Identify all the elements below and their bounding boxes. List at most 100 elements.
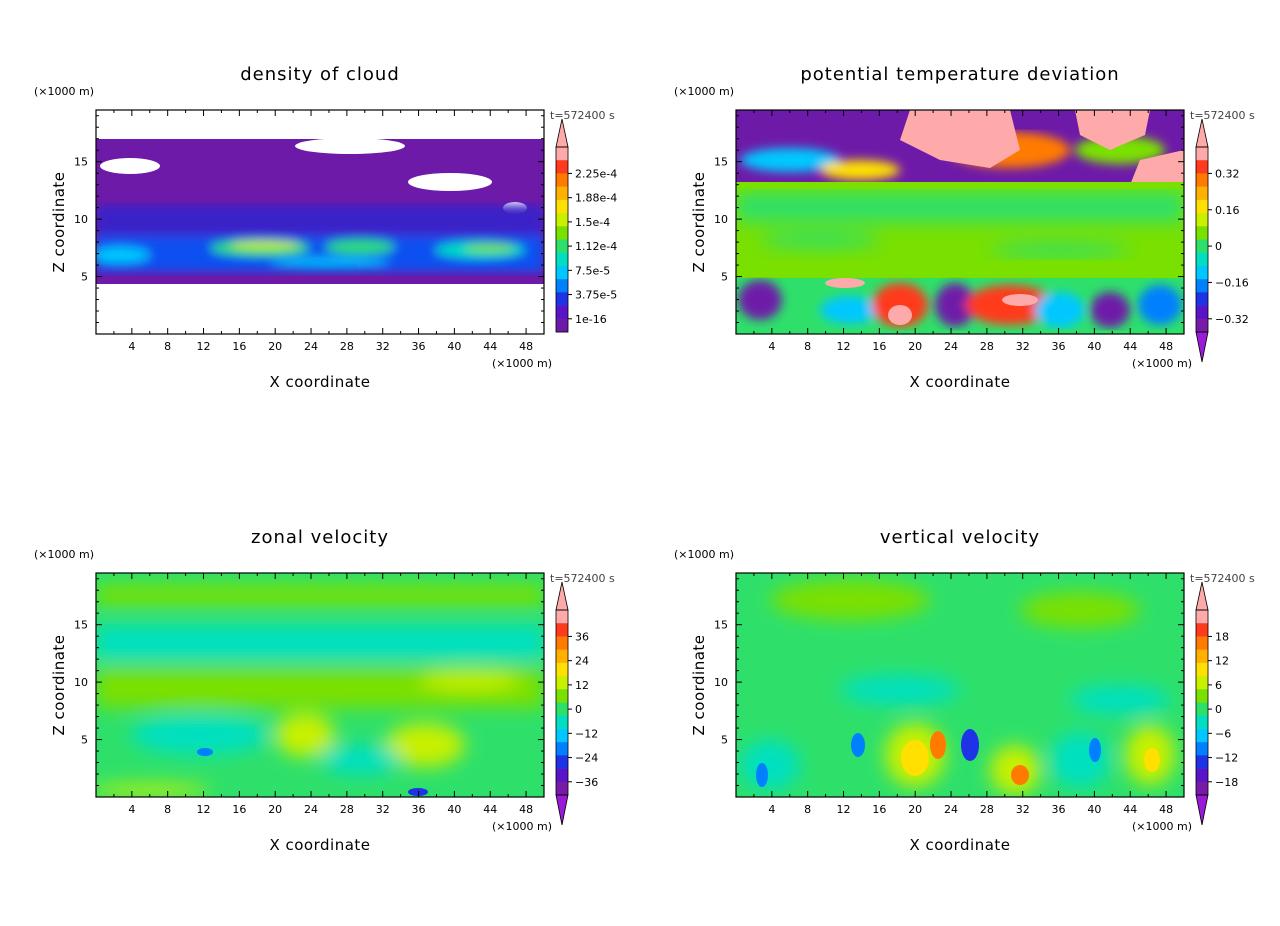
x-tick-label: 32: [1016, 340, 1030, 353]
y-axis-label: Z coordinate: [50, 634, 68, 735]
time-label: t=572400 s: [1190, 109, 1255, 122]
colorbar-segment: [556, 265, 568, 280]
colorbar-segment: [1196, 623, 1208, 637]
x-tick-label: 24: [944, 803, 958, 816]
y-tick-label: 5: [721, 271, 728, 284]
panel-annotations: zonal velocity (×1000 m) t=572400 s (×1000 …: [34, 527, 615, 854]
colorbar-segment: [556, 728, 568, 743]
colorbar-label: −36: [575, 776, 598, 789]
x-tick-label: 44: [483, 803, 497, 816]
x-tick-label: 36: [1052, 803, 1066, 816]
colorbar-segment: [556, 662, 568, 677]
x-tick-label: 20: [268, 340, 282, 353]
x-tick-label: 36: [412, 340, 426, 353]
colorbar-segment: [556, 252, 568, 267]
x-tick-label: 8: [164, 340, 171, 353]
y-unit-label: (×1000 m): [34, 548, 94, 561]
colorbar-label: 0.16: [1215, 204, 1240, 217]
x-unit-label: (×1000 m): [1132, 820, 1192, 833]
x-tick-label: 8: [804, 340, 811, 353]
x-tick-label: 4: [768, 340, 775, 353]
colorbar-segment: [556, 147, 568, 161]
colorbar-segment: [1196, 186, 1208, 201]
y-unit-label: (×1000 m): [34, 85, 94, 98]
colorbar-segment: [1196, 781, 1208, 796]
colorbar-segment: [1196, 173, 1208, 187]
x-unit-label: (×1000 m): [1132, 357, 1192, 370]
colorbar-segment: [1196, 265, 1208, 280]
colorbar-segment: [1196, 636, 1208, 650]
colorbar-frame: [1195, 609, 1209, 796]
colorbar-segment: [1196, 226, 1208, 240]
x-tick-label: 24: [304, 803, 318, 816]
time-label: t=572400 s: [550, 572, 615, 585]
y-tick-label: 15: [74, 156, 88, 169]
x-tick-label: 36: [412, 803, 426, 816]
y-tick-label: 5: [721, 734, 728, 747]
plot-field-vertical: [736, 573, 1184, 797]
panel-vertical-velocity: [735, 572, 1185, 798]
colorbar-frame: [1195, 146, 1209, 333]
plot-field-temperature: [736, 110, 1184, 334]
x-tick-label: 32: [376, 803, 390, 816]
plot-field-density: [96, 110, 544, 334]
x-tick-label: 28: [340, 803, 354, 816]
x-tick-label: 8: [804, 803, 811, 816]
colorbar-bottom-arrow: [1195, 331, 1209, 363]
panel-annotations: density of cloud (×1000 m) t=572400 s (×100…: [34, 64, 617, 391]
plot-frame: [95, 572, 545, 798]
colorbar-segment: [1196, 305, 1208, 320]
colorbar-segment: [1196, 649, 1208, 664]
colorbar-segment: [556, 715, 568, 730]
colorbar-label: −6: [1215, 727, 1231, 740]
x-axis-label: X coordinate: [909, 836, 1010, 854]
panel-zonal-velocity: [95, 572, 545, 798]
colorbar-segment: [556, 755, 568, 769]
x-tick-label: 20: [908, 803, 922, 816]
colorbar-segment: [1196, 715, 1208, 730]
x-tick-label: 44: [1123, 340, 1137, 353]
plot-frame: [735, 109, 1185, 335]
colorbar-top-arrow: [1195, 118, 1209, 148]
colorbar-label: 7.5e-5: [575, 264, 610, 277]
y-unit-label: (×1000 m): [674, 548, 734, 561]
x-tick-label: 32: [376, 340, 390, 353]
x-unit-label: (×1000 m): [492, 357, 552, 370]
y-axis-label: Z coordinate: [50, 171, 68, 272]
colorbar-label: 12: [575, 679, 589, 692]
colorbar-segment: [1196, 147, 1208, 161]
y-axis-label: Z coordinate: [690, 171, 708, 272]
colorbar-segment: [556, 676, 568, 690]
colorbar-segment: [556, 173, 568, 187]
colorbar-segment: [556, 160, 568, 174]
colorbar-segment: [1196, 768, 1208, 783]
colorbar-label: 24: [575, 655, 589, 668]
colorbar-segment: [1196, 742, 1208, 756]
colorbar-segment: [1196, 689, 1208, 703]
x-axis-label: X coordinate: [269, 836, 370, 854]
y-tick-label: 5: [81, 271, 88, 284]
colorbar-segment: [556, 649, 568, 664]
colorbar-segment: [556, 781, 568, 796]
y-tick-label: 10: [74, 213, 88, 226]
colorbar-label: −12: [575, 727, 598, 740]
colorbar-label: 0: [575, 703, 582, 716]
colorbar-label: −18: [1215, 776, 1238, 789]
colorbar-label: 3.75e-5: [575, 289, 617, 302]
chart-title: vertical velocity: [880, 527, 1040, 548]
colorbar-label: 1.88e-4: [575, 192, 617, 205]
colorbar-frame: [555, 146, 569, 333]
x-tick-label: 4: [128, 803, 135, 816]
x-tick-label: 16: [232, 803, 246, 816]
x-tick-label: 24: [944, 340, 958, 353]
chart-title: potential temperature deviation: [800, 64, 1119, 85]
colorbar-segment: [1196, 755, 1208, 769]
colorbar-bottom-arrow: [1195, 794, 1209, 826]
panel-potential-temperature: [735, 109, 1185, 335]
plot-field-zonal: [96, 573, 544, 797]
x-tick-label: 40: [447, 340, 461, 353]
colorbar-label: 0: [1215, 240, 1222, 253]
x-tick-label: 4: [768, 803, 775, 816]
x-tick-label: 12: [837, 803, 851, 816]
